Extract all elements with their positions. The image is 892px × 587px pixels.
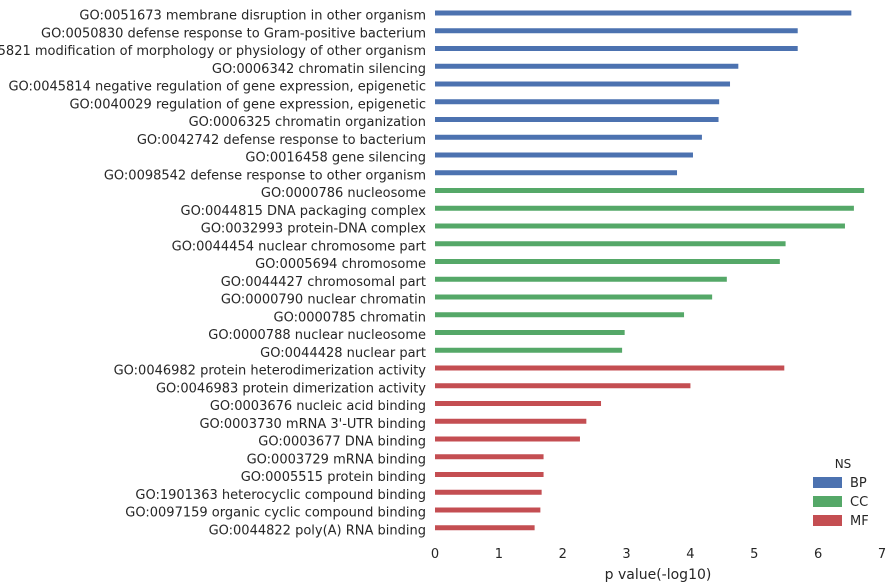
category-label: GO:0006325 chromatin organization [189,115,426,130]
category-label: GO:0098542 defense response to other org… [104,168,426,183]
category-label: GO:0003729 mRNA binding [247,452,426,467]
bar-mf [435,418,587,424]
bar-cc [435,294,713,300]
category-label: GO:0045814 negative regulation of gene e… [8,80,426,95]
category-label: GO:0035821 modification of morphology or… [0,44,426,59]
category-label: GO:0006342 chromatin silencing [212,62,426,77]
category-label: GO:0000790 nuclear chromatin [221,293,426,308]
legend-swatch-bp [813,477,842,488]
bar-bp [435,152,693,158]
bar-mf [435,401,602,406]
category-label: GO:0044815 DNA packaging complex [181,204,427,219]
category-label: GO:1901363 heterocyclic compound binding [135,488,426,503]
category-label: GO:0000788 nuclear nucleosome [208,328,426,343]
bar-cc [435,312,685,318]
bar-bp [435,63,739,69]
legend-title: NS [835,457,852,471]
category-label: GO:0005694 chromosome [255,257,426,272]
bar-cc [435,259,780,264]
bar-cc [435,347,623,353]
category-label: GO:0044822 poly(A) RNA binding [209,523,426,538]
bar-bp [435,117,719,122]
legend-label-mf: MF [850,514,869,529]
category-label: GO:0046982 protein heterodimerization ac… [114,364,427,379]
category-label: GO:0042742 defense response to bacterium [137,133,426,148]
bar-mf [435,489,542,495]
bar-bp [435,134,702,140]
category-label: GO:0003676 nucleic acid binding [210,399,426,414]
bar-mf [435,507,541,513]
bar-cc [435,205,854,211]
bar-mf [435,383,691,389]
bar-mf [435,525,535,531]
category-label: GO:0044428 nuclear part [260,346,426,361]
x-tick-label: 6 [814,547,822,562]
bar-cc [435,241,786,247]
bar-bp [435,170,678,176]
bar-cc [435,276,727,282]
category-label: GO:0097159 organic cyclic compound bindi… [125,506,426,521]
bar-mf [435,436,580,442]
category-label: GO:0003677 DNA binding [258,435,426,450]
category-label: GO:0032993 protein-DNA complex [201,222,427,237]
bar-mf [435,472,544,477]
category-label: GO:0046983 protein dimerization activity [156,381,426,396]
category-label: GO:0000785 chromatin [274,310,426,325]
bar-cc [435,330,625,335]
category-label: GO:0044454 nuclear chromosome part [172,239,426,254]
legend-entries: BP CC MF [813,476,869,529]
category-label: GO:0003730 mRNA 3'-UTR binding [199,417,426,432]
legend-label-bp: BP [850,476,867,491]
bar-bp [435,81,731,87]
x-axis-title: p value(-log10) [605,567,712,583]
x-tick-label: 3 [622,547,630,562]
bar-cc [435,188,865,193]
bar-mf [435,365,785,371]
category-label: GO:0000786 nucleosome [261,186,426,201]
x-tick-label: 0 [431,547,439,562]
category-label: GO:0051673 membrane disruption in other … [79,9,426,24]
bar-bp [435,99,720,105]
category-label: GO:0044427 chromosomal part [221,275,426,290]
category-label: GO:0050830 defense response to Gram-posi… [41,26,426,41]
bar-bp [435,28,798,34]
bar-bp [435,46,798,51]
legend-swatch-mf [813,515,842,526]
bar-mf [435,454,544,460]
x-tick-label: 1 [495,547,503,562]
x-tick-label: 4 [686,547,694,562]
x-tick-label: 7 [878,547,886,562]
bar-bp [435,10,852,16]
legend-swatch-cc [813,496,842,507]
x-tick-label: 5 [750,547,758,562]
category-labels: GO:0051673 membrane disruption in other … [0,9,426,539]
category-label: GO:0005515 protein binding [241,470,426,485]
bars-group [435,10,865,531]
x-tick-label: 2 [559,547,567,562]
category-label: GO:0016458 gene silencing [245,151,426,166]
x-axis-ticks: 0 1 2 3 4 5 6 7 [431,547,886,562]
category-label: GO:0040029 regulation of gene expression… [69,97,426,112]
bar-cc [435,223,845,229]
legend: NS BP CC MF [813,457,869,529]
legend-label-cc: CC [850,495,868,510]
